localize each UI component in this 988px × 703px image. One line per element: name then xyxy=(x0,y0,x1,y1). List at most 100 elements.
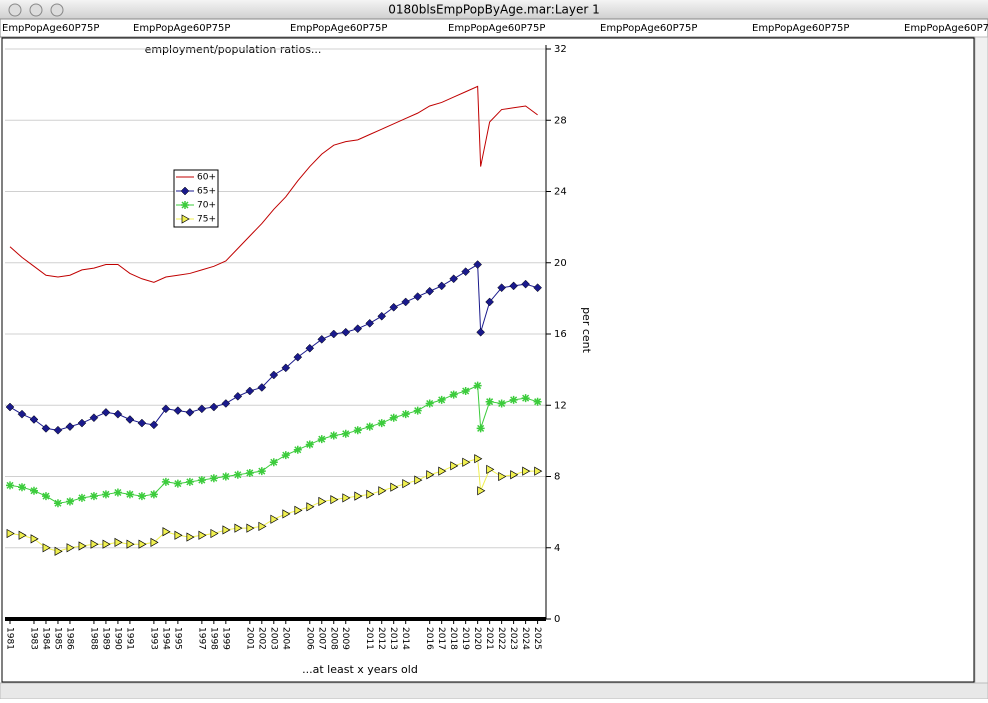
diamond-marker xyxy=(257,383,267,392)
x-tick-label: 1986 xyxy=(64,627,74,650)
star-marker xyxy=(101,490,110,499)
tab-label: EmpPopAge60P75P xyxy=(752,23,849,34)
diamond-marker xyxy=(341,327,351,337)
star-marker xyxy=(533,397,542,406)
diamond-marker xyxy=(125,415,135,424)
series-line xyxy=(9,263,538,431)
tab-label: EmpPopAge60P75P xyxy=(448,23,545,34)
star-marker xyxy=(365,422,374,431)
triangle-marker xyxy=(138,539,147,549)
close-button[interactable] xyxy=(8,3,22,17)
x-tick-label: 1984 xyxy=(40,627,50,650)
diamond-marker xyxy=(29,415,39,424)
triangle-marker xyxy=(330,495,339,505)
triangle-marker xyxy=(181,214,190,224)
diamond-marker xyxy=(533,283,542,293)
triangle-marker xyxy=(150,537,159,548)
diamond-marker xyxy=(77,418,87,428)
diamond-marker xyxy=(5,402,15,412)
tab-row xyxy=(0,18,988,38)
diamond-marker xyxy=(425,286,435,296)
series-line xyxy=(9,458,538,552)
legend-box xyxy=(173,169,219,228)
triangle-marker xyxy=(342,493,351,503)
diamond-marker xyxy=(113,409,123,419)
x-tick-label: 2012 xyxy=(376,627,386,650)
triangle-marker xyxy=(474,454,483,464)
scrollbar[interactable] xyxy=(974,36,988,684)
triangle-marker xyxy=(66,543,75,553)
x-axis-label: ...at least x years old xyxy=(302,663,418,676)
triangle-marker xyxy=(477,486,486,496)
x-tick-label: 2009 xyxy=(340,627,350,650)
star-marker xyxy=(317,435,326,444)
triangle-marker xyxy=(210,528,219,539)
diamond-marker xyxy=(377,311,387,321)
diamond-marker xyxy=(497,283,506,293)
diamond-marker xyxy=(437,281,447,291)
y-tick-label: 8 xyxy=(554,472,560,483)
star-marker xyxy=(125,490,134,499)
star-marker xyxy=(173,479,182,488)
legend-label: 60+ xyxy=(197,173,216,183)
diamond-marker xyxy=(509,281,518,291)
star-marker xyxy=(293,445,302,454)
star-marker xyxy=(221,472,230,481)
x-tick-label: 1999 xyxy=(220,627,230,650)
star-marker xyxy=(17,483,26,492)
diamond-marker xyxy=(53,425,63,435)
diamond-marker xyxy=(401,297,411,307)
diamond-marker xyxy=(101,408,111,417)
zoom-button[interactable] xyxy=(50,3,64,17)
triangle-marker xyxy=(114,537,123,548)
diamond-marker xyxy=(317,334,327,344)
triangle-marker xyxy=(18,530,27,540)
triangle-marker xyxy=(438,466,447,476)
x-tick-label: 2024 xyxy=(520,627,530,650)
star-marker xyxy=(209,474,218,483)
star-marker xyxy=(65,497,74,506)
x-tick-label: 2003 xyxy=(268,627,278,650)
diamond-marker xyxy=(485,297,494,307)
triangle-marker xyxy=(270,514,279,524)
y-tick-label: 12 xyxy=(554,400,567,411)
triangle-marker xyxy=(198,530,207,540)
star-marker xyxy=(269,458,278,467)
diamond-marker xyxy=(173,406,183,415)
legend-label: 65+ xyxy=(197,187,216,197)
triangle-marker xyxy=(306,502,315,512)
triangle-marker xyxy=(414,475,423,485)
star-marker xyxy=(149,490,158,499)
x-tick-label: 1994 xyxy=(160,627,170,650)
triangle-marker xyxy=(522,466,531,476)
minimize-button[interactable] xyxy=(29,3,43,17)
x-tick-label: 1990 xyxy=(112,627,122,650)
triangle-marker xyxy=(486,464,495,474)
diamond-marker xyxy=(65,422,75,431)
y-tick-label: 16 xyxy=(554,329,567,340)
star-marker xyxy=(509,395,518,404)
x-tick-label: 1995 xyxy=(172,627,182,650)
star-marker xyxy=(161,477,170,486)
triangle-marker xyxy=(222,525,231,535)
triangle-marker xyxy=(366,489,375,499)
star-marker xyxy=(461,387,470,395)
diamond-marker xyxy=(180,186,190,196)
tab-label: EmpPopAge60P75P xyxy=(600,23,697,34)
y-tick-label: 28 xyxy=(554,115,567,126)
star-marker xyxy=(449,390,458,399)
star-marker xyxy=(401,410,410,419)
x-tick-label: 2019 xyxy=(460,627,470,650)
triangle-marker xyxy=(534,466,543,476)
diamond-marker xyxy=(269,370,279,380)
x-tick-label: 2021 xyxy=(484,627,494,650)
star-marker xyxy=(389,413,398,422)
y-tick-label: 0 xyxy=(554,614,560,625)
star-marker xyxy=(281,451,290,460)
star-marker xyxy=(197,476,206,485)
star-marker xyxy=(353,426,362,435)
star-marker xyxy=(476,424,485,433)
star-marker xyxy=(473,381,482,390)
diamond-marker xyxy=(221,399,231,408)
